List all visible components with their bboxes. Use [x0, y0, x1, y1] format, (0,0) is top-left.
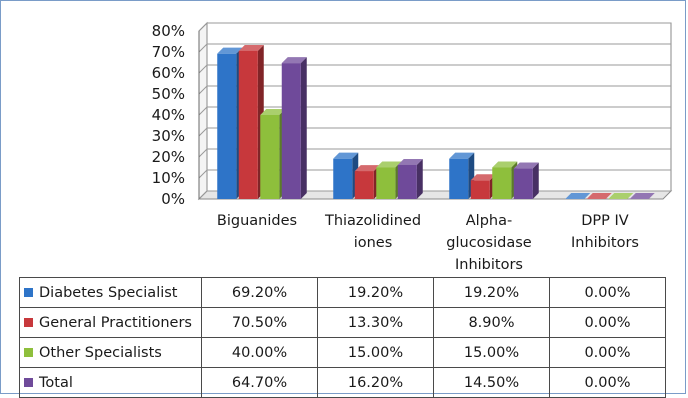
bar-top	[492, 161, 518, 168]
bar	[281, 63, 301, 199]
category-label-line: DPP IV	[581, 213, 629, 229]
legend-cell: Diabetes Specialist	[19, 277, 202, 308]
bar-top	[513, 162, 539, 169]
bar-side	[416, 158, 423, 199]
category-label: Alpha-glucosidase Inhibitors	[431, 210, 547, 276]
bar	[217, 53, 237, 200]
bar-top	[333, 152, 359, 159]
legend-swatch	[24, 377, 33, 387]
gridline	[198, 127, 671, 137]
value-cell: 16.20%	[317, 367, 434, 398]
y-tick-label: 50%	[152, 85, 185, 103]
bar	[449, 158, 469, 199]
gridline	[198, 43, 671, 53]
legend-cell: Total	[19, 367, 202, 398]
value-cell: 13.30%	[317, 307, 434, 338]
bar	[260, 115, 280, 199]
bar-top	[608, 193, 634, 199]
category-label-line: Alpha-	[465, 213, 513, 229]
value-cell: 70.50%	[201, 307, 318, 338]
legend-swatch	[24, 347, 33, 357]
legend-swatch	[24, 287, 33, 297]
legend-swatch	[24, 317, 33, 327]
table-row: Total 64.70% 16.20% 14.50% 0.00%	[19, 367, 666, 398]
category-label: Thiazolidined iones	[315, 210, 431, 254]
category-label-line: Biguanides	[216, 213, 298, 229]
bar-top	[449, 152, 475, 159]
bar	[470, 180, 490, 199]
y-tick-label: 10%	[152, 169, 185, 187]
value-cell: 0.00%	[549, 337, 666, 368]
value-cell: 19.20%	[317, 277, 434, 308]
value-cell: 8.90%	[433, 307, 550, 338]
category-label: Biguanides	[199, 210, 315, 232]
table-row: Other Specialists 40.00% 15.00% 15.00% 0.00%	[19, 337, 666, 368]
data-table: Diabetes Specialist 69.20% 19.20% 19.20% 0.0…	[19, 277, 666, 398]
bar	[513, 168, 533, 199]
value-cell: 0.00%	[549, 277, 666, 308]
y-tick-label: 60%	[152, 64, 185, 82]
value-cell: 19.20%	[433, 277, 550, 308]
gridline	[198, 85, 671, 95]
bar-side	[300, 57, 307, 199]
bar	[238, 50, 258, 200]
value-cell: 64.70%	[201, 367, 318, 398]
y-tick-label: 0%	[161, 190, 185, 208]
value-cell: 0.00%	[549, 367, 666, 398]
y-tick-label: 80%	[152, 22, 185, 40]
value-cell: 69.20%	[201, 277, 318, 308]
series-name: Diabetes Specialist	[39, 284, 178, 301]
category-label-line: Thiazolidined	[324, 213, 422, 229]
legend-cell: Other Specialists	[19, 337, 202, 368]
gridline	[198, 64, 671, 74]
value-cell: 14.50%	[433, 367, 550, 398]
y-tick-label: 30%	[152, 127, 185, 145]
table-row: General Practitioners 70.50% 13.30% 8.90% 0.…	[19, 307, 666, 338]
bar-top	[238, 44, 264, 51]
value-cell: 15.00%	[433, 337, 550, 368]
category-label-line: glucosidase	[446, 235, 532, 251]
bar	[492, 167, 512, 199]
y-tick-label: 70%	[152, 43, 185, 61]
series-name: Total	[39, 374, 73, 391]
gridline	[198, 106, 671, 116]
series-name: Other Specialists	[39, 344, 162, 361]
bar	[333, 158, 353, 199]
category-label-line: iones	[353, 235, 393, 251]
bar	[354, 171, 374, 199]
gridline	[198, 148, 671, 158]
bar	[376, 167, 396, 199]
value-cell: 40.00%	[201, 337, 318, 368]
category-label: DPP IV Inhibitors	[547, 210, 663, 254]
table-row: Diabetes Specialist 69.20% 19.20% 19.20% 0.0…	[19, 277, 666, 308]
bar-top	[565, 193, 591, 199]
bar-top	[376, 161, 402, 168]
bar-top	[260, 109, 286, 115]
category-label-line: Inhibitors	[455, 257, 523, 273]
bar	[397, 164, 417, 199]
bar-top	[397, 158, 423, 165]
value-cell: 0.00%	[549, 307, 666, 338]
bar-top	[217, 47, 243, 54]
bar-top	[470, 174, 496, 181]
bar-top	[354, 165, 380, 172]
bar-side	[532, 162, 539, 199]
bar-top	[281, 57, 307, 64]
y-tick-label: 20%	[152, 148, 185, 166]
category-label-line: Inhibitors	[571, 235, 639, 251]
gridline	[198, 22, 671, 32]
y-tick-label: 40%	[152, 106, 185, 124]
value-cell: 15.00%	[317, 337, 434, 368]
series-name: General Practitioners	[39, 314, 192, 331]
legend-cell: General Practitioners	[19, 307, 202, 338]
bar-top	[586, 193, 612, 199]
bar-top	[629, 193, 655, 199]
